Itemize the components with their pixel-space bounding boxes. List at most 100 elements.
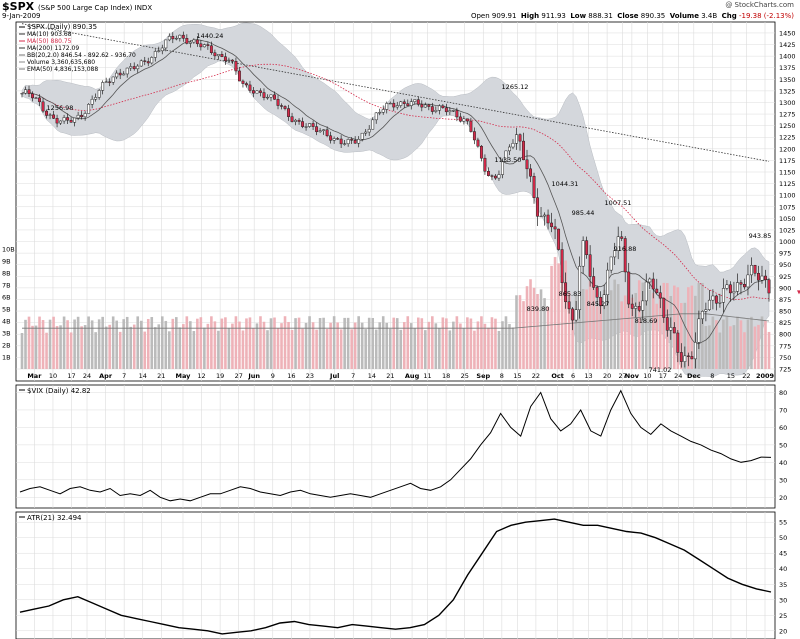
- candle-body: [529, 168, 532, 177]
- x-axis-label: 20: [603, 372, 611, 380]
- candle-body: [122, 73, 126, 76]
- candle-body: [606, 269, 610, 296]
- vix-tick-label: 60: [779, 424, 787, 432]
- candle-body: [451, 110, 455, 112]
- x-axis-label: 12: [197, 372, 205, 380]
- candle-body: [353, 139, 357, 144]
- price-tick-label: 1325: [779, 87, 796, 95]
- candle-body: [588, 254, 592, 277]
- candle-body: [564, 282, 568, 303]
- volume-bar: [325, 329, 329, 369]
- volume-bar: [199, 317, 203, 369]
- volume-bar: [420, 318, 424, 369]
- volume-tick-label: 7B: [2, 282, 11, 290]
- volume-bar: [750, 316, 753, 369]
- candle-body: [325, 129, 329, 137]
- atr-tick-label: 35: [779, 581, 787, 589]
- candle-body: [508, 146, 511, 152]
- volume-bar: [332, 316, 336, 369]
- candle-body: [700, 311, 704, 320]
- candle-body: [406, 103, 410, 106]
- vix-tick-label: 50: [779, 441, 787, 449]
- volume-bar: [641, 282, 645, 369]
- candle-body: [697, 318, 701, 343]
- volume-bar: [273, 317, 276, 369]
- candle-body: [66, 117, 70, 121]
- volume-bar: [424, 330, 427, 369]
- candle-body: [585, 240, 589, 256]
- volume-bar: [62, 316, 66, 369]
- volume-bar: [48, 319, 52, 369]
- volume-bar: [259, 316, 262, 369]
- candle-body: [343, 143, 347, 145]
- candle-body: [609, 256, 613, 271]
- x-axis-label: 25: [461, 372, 469, 380]
- candle-body: [280, 105, 283, 107]
- candle-body: [174, 37, 178, 40]
- candle-body: [634, 306, 638, 309]
- candle-body: [455, 110, 459, 118]
- price-tick-label: 1450: [779, 29, 796, 37]
- candle-body: [690, 356, 694, 360]
- volume-bar: [480, 316, 483, 369]
- volume-bar: [66, 320, 69, 369]
- candle-body: [416, 99, 420, 105]
- volume-bar: [367, 317, 371, 369]
- candle-body: [245, 83, 248, 86]
- volume-bar: [395, 318, 399, 369]
- volume-bar: [69, 332, 73, 369]
- vix-tick-label: 70: [779, 406, 787, 414]
- candle-body: [346, 139, 350, 144]
- volume-bar: [739, 320, 743, 369]
- volume-bar: [122, 319, 126, 369]
- candle-body: [515, 134, 518, 144]
- candle-body: [553, 226, 557, 230]
- candle-body: [413, 99, 417, 102]
- volume-bar: [431, 316, 434, 369]
- candle-body: [160, 47, 164, 52]
- volume-bar: [413, 328, 417, 369]
- candle-body: [437, 105, 441, 111]
- volume-bar: [346, 317, 350, 369]
- volume-bar: [38, 316, 41, 369]
- candle-body: [276, 99, 280, 106]
- volume-bar: [732, 325, 736, 369]
- candle-body: [693, 342, 697, 360]
- volume-bar: [630, 297, 634, 369]
- candle-body: [55, 118, 59, 124]
- volume-bar: [304, 322, 308, 369]
- volume-bar: [129, 326, 133, 369]
- volume-bar: [262, 321, 266, 369]
- price-annotation: 916.88: [614, 245, 637, 253]
- brand-label: @ StockCharts.com: [725, 1, 794, 9]
- price-tick-label: 1075: [779, 203, 796, 211]
- volume-bar: [543, 298, 546, 369]
- volume-bar: [339, 329, 343, 369]
- candle-body: [101, 82, 105, 91]
- candle-body: [490, 175, 494, 177]
- candle-body: [707, 299, 711, 310]
- candle-body: [111, 76, 115, 83]
- candle-body: [525, 159, 529, 170]
- volume-bar: [90, 320, 94, 369]
- volume-bar: [648, 289, 652, 369]
- candle-body: [616, 236, 620, 251]
- price-annotation: 1007.51: [605, 199, 632, 207]
- candle-body: [115, 72, 119, 78]
- volume-bar: [620, 301, 624, 369]
- volume-bar: [308, 316, 311, 369]
- candle-body: [297, 119, 301, 122]
- volume-bar: [760, 316, 764, 369]
- vix-tick-label: 20: [779, 494, 787, 502]
- volume-bar: [80, 326, 83, 369]
- volume-value: 3.4B: [701, 12, 718, 20]
- candle-body: [374, 112, 378, 121]
- candle-body: [381, 109, 385, 113]
- candle-body: [536, 197, 539, 217]
- candle-body: [557, 228, 561, 250]
- x-axis-label: Aug: [405, 372, 420, 380]
- price-tick-label: 825: [779, 319, 791, 327]
- candle-body: [223, 56, 227, 62]
- volume-bar: [690, 285, 694, 369]
